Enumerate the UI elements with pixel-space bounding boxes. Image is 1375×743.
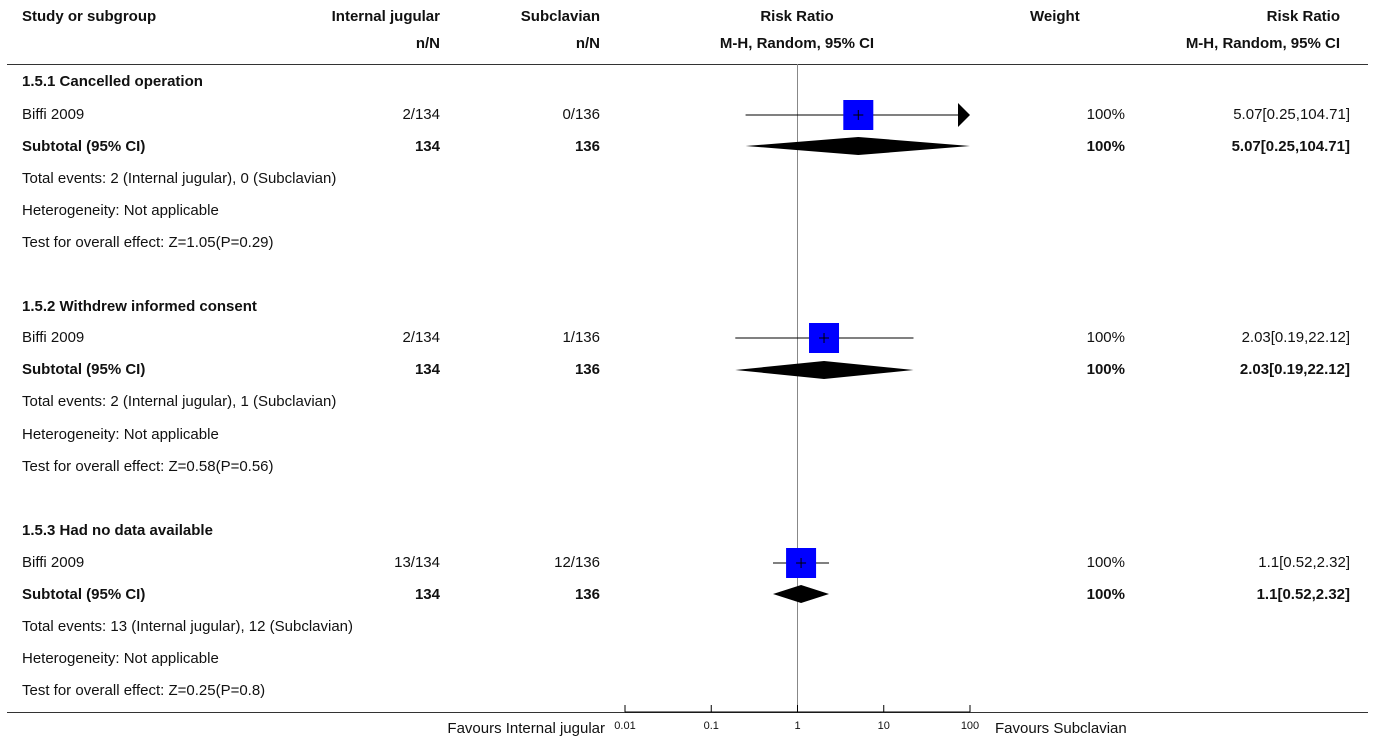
note-heterogeneity: Heterogeneity: Not applicable [22, 650, 219, 667]
x-axis-tick-label: 10 [878, 720, 890, 732]
header-weight: Weight [1030, 8, 1080, 25]
note-total-events: Total events: 2 (Internal jugular), 1 (S… [22, 393, 337, 410]
study-row: Biffi 2009 2/134 0/136 100% 5.07[0.25,10… [0, 104, 1375, 126]
study-name: Biffi 2009 [22, 554, 85, 571]
note-heterogeneity: Heterogeneity: Not applicable [22, 202, 219, 219]
note-row: Test for overall effect: Z=1.05(P=0.29) [0, 232, 1375, 254]
note-row: Test for overall effect: Z=0.58(P=0.56) [0, 456, 1375, 478]
note-row: Total events: 2 (Internal jugular), 0 (S… [0, 168, 1375, 190]
subtotal-label: Subtotal (95% CI) [22, 138, 146, 155]
study-group1: 13/134 [394, 554, 440, 571]
note-row: Heterogeneity: Not applicable [0, 424, 1375, 446]
note-overall-effect: Test for overall effect: Z=1.05(P=0.29) [22, 234, 274, 251]
subtotal-ci: 2.03[0.19,22.12] [1239, 361, 1350, 378]
study-name: Biffi 2009 [22, 106, 85, 123]
subgroup-title-row: 1.5.2 Withdrew informed consent [0, 296, 1375, 318]
subgroup-title: 1.5.3 Had no data available [22, 522, 213, 539]
header-group1-sub: n/N [415, 35, 440, 52]
study-group1: 2/134 [402, 106, 440, 123]
header-effect2: Risk Ratio [1266, 8, 1340, 25]
study-row: Biffi 2009 13/134 12/136 100% 1.1[0.52,2… [0, 552, 1375, 574]
x-axis-tick-label: 0.1 [704, 720, 719, 732]
note-overall-effect: Test for overall effect: Z=0.58(P=0.56) [22, 458, 274, 475]
study-group2: 12/136 [554, 554, 600, 571]
subtotal-weight: 100% [1086, 586, 1125, 603]
note-row: Test for overall effect: Z=0.25(P=0.8) [0, 680, 1375, 702]
subtotal-group2: 136 [574, 138, 600, 155]
header-group2-sub: n/N [575, 35, 600, 52]
subtotal-ci: 1.1[0.52,2.32] [1256, 586, 1350, 603]
subtotal-diamond [735, 361, 914, 379]
note-row: Heterogeneity: Not applicable [0, 200, 1375, 222]
header-effect2-sub: M-H, Random, 95% CI [1185, 35, 1340, 52]
study-group2: 1/136 [562, 329, 600, 346]
subtotal-row: Subtotal (95% CI) 134 136 100% 1.1[0.52,… [0, 584, 1375, 606]
subgroup-title: 1.5.2 Withdrew informed consent [22, 298, 257, 315]
subgroup-title-row: 1.5.3 Had no data available [0, 520, 1375, 542]
subtotal-diamond [745, 137, 970, 155]
subtotal-weight: 100% [1086, 138, 1125, 155]
note-total-events: Total events: 13 (Internal jugular), 12 … [22, 618, 354, 635]
study-ci: 2.03[0.19,22.12] [1241, 329, 1350, 346]
subtotal-group2: 136 [574, 361, 600, 378]
subtotal-row: Subtotal (95% CI) 134 136 100% 5.07[0.25… [0, 136, 1375, 158]
study-group2: 0/136 [562, 106, 600, 123]
subtotal-weight: 100% [1086, 361, 1125, 378]
header-effect: Risk Ratio [760, 8, 834, 25]
x-axis-tick-label: 100 [961, 720, 979, 732]
header-group2: Subclavian [520, 8, 600, 25]
study-ci: 5.07[0.25,104.71] [1233, 106, 1350, 123]
study-weight: 100% [1086, 554, 1125, 571]
study-weight: 100% [1086, 329, 1125, 346]
favours-right-label: Favours Subclavian [995, 720, 1127, 737]
subtotal-group1: 134 [414, 586, 440, 603]
study-group1: 2/134 [402, 329, 440, 346]
note-row: Total events: 2 (Internal jugular), 1 (S… [0, 391, 1375, 413]
favours-left-label: Favours Internal jugular [447, 720, 605, 737]
note-total-events: Total events: 2 (Internal jugular), 0 (S… [22, 170, 337, 187]
subtotal-label: Subtotal (95% CI) [22, 361, 146, 378]
study-ci: 1.1[0.52,2.32] [1258, 554, 1350, 571]
subtotal-group2: 136 [574, 586, 600, 603]
subgroup-title-row: 1.5.1 Cancelled operation [0, 71, 1375, 93]
note-row: Total events: 13 (Internal jugular), 12 … [0, 616, 1375, 638]
ci-arrow [958, 103, 970, 127]
study-name: Biffi 2009 [22, 329, 85, 346]
note-heterogeneity: Heterogeneity: Not applicable [22, 426, 219, 443]
subtotal-group1: 134 [414, 138, 440, 155]
subtotal-ci: 5.07[0.25,104.71] [1231, 138, 1350, 155]
subgroup-title: 1.5.1 Cancelled operation [22, 73, 203, 90]
study-row: Biffi 2009 2/134 1/136 100% 2.03[0.19,22… [0, 327, 1375, 349]
study-weight: 100% [1086, 106, 1125, 123]
header-group1: Internal jugular [331, 8, 440, 25]
header-effect-sub: M-H, Random, 95% CI [719, 35, 875, 52]
subtotal-row: Subtotal (95% CI) 134 136 100% 2.03[0.19… [0, 359, 1375, 381]
subtotal-diamond [773, 585, 830, 603]
note-row: Heterogeneity: Not applicable [0, 648, 1375, 670]
header-rule [7, 64, 1368, 65]
header-study: Study or subgroup [22, 8, 157, 25]
note-overall-effect: Test for overall effect: Z=0.25(P=0.8) [22, 682, 266, 699]
x-axis-tick-label: 1 [794, 720, 800, 732]
subtotal-label: Subtotal (95% CI) [22, 586, 146, 603]
x-axis-tick-label: 0.01 [614, 720, 635, 732]
subtotal-group1: 134 [414, 361, 440, 378]
